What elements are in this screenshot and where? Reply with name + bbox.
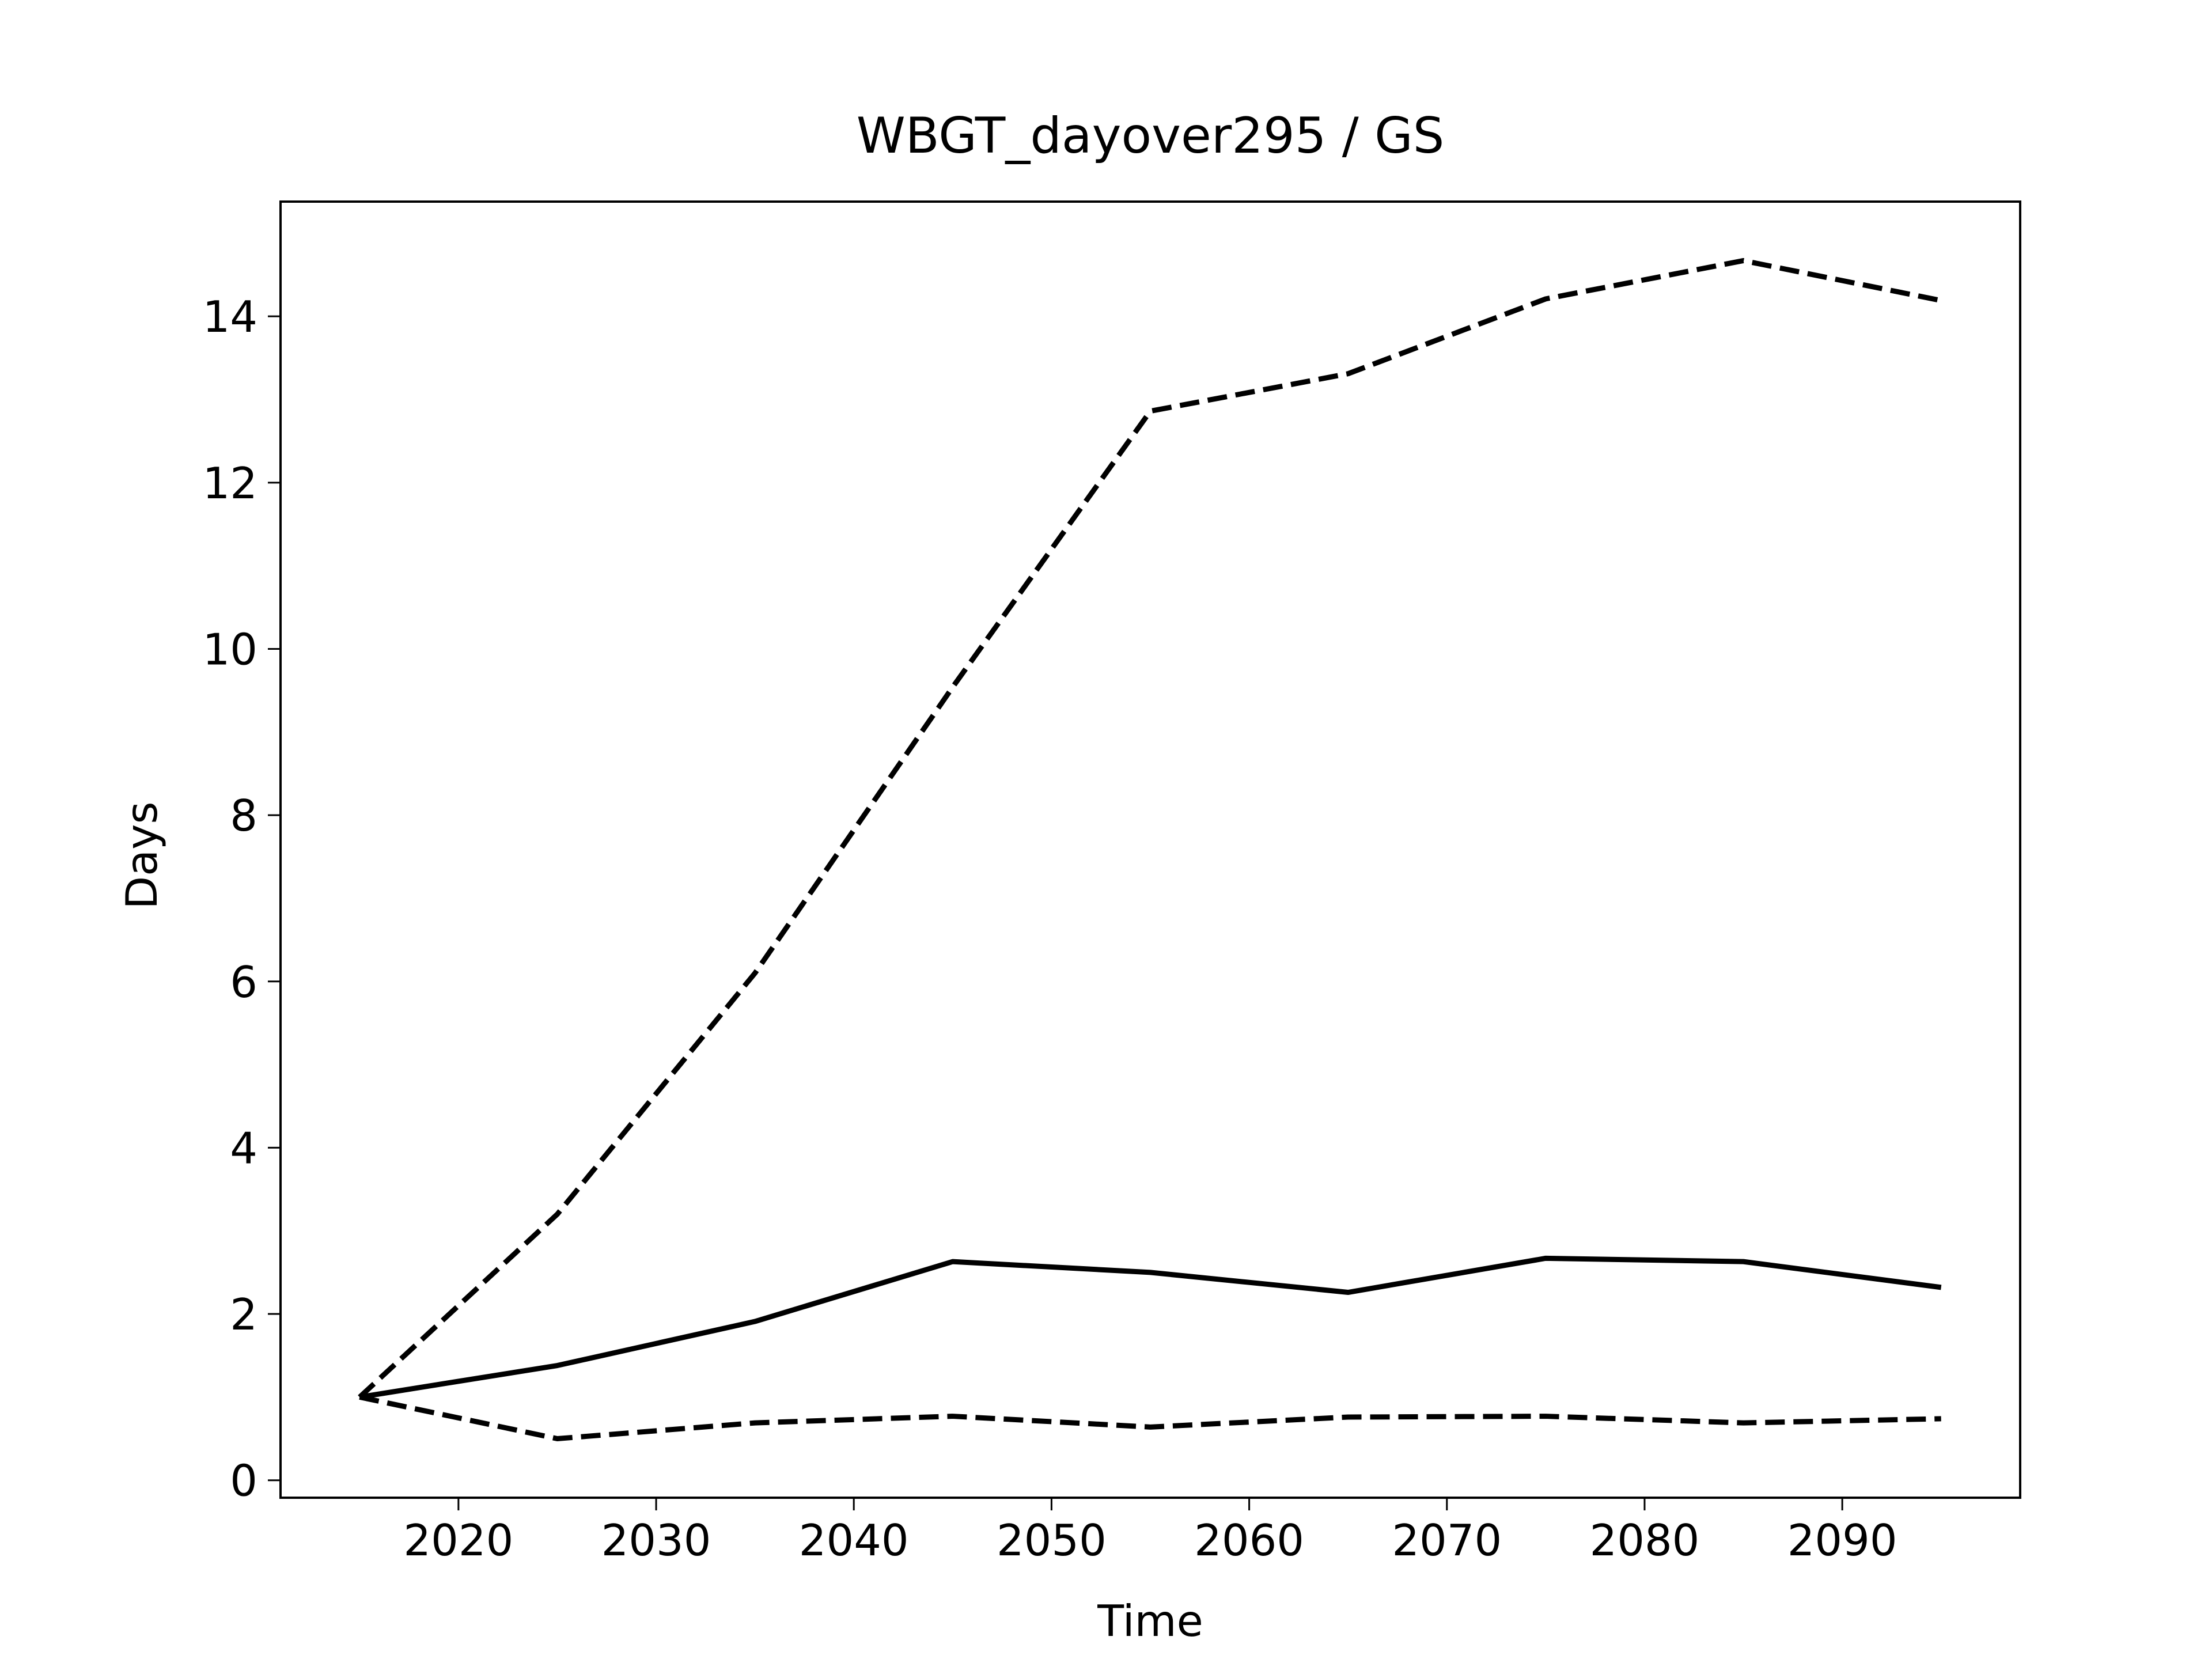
- x-tick-label: 2060: [1194, 1515, 1304, 1566]
- x-tick-label: 2020: [403, 1515, 513, 1566]
- x-tick-label: 2040: [799, 1515, 909, 1566]
- y-tick-label: 14: [203, 291, 257, 342]
- x-tick-label: 2080: [1590, 1515, 1700, 1566]
- y-tick-label: 0: [230, 1456, 257, 1506]
- x-tick-label: 2070: [1392, 1515, 1502, 1566]
- y-tick-label: 8: [230, 790, 257, 841]
- x-tick-label: 2050: [997, 1515, 1107, 1566]
- y-tick-label: 6: [230, 957, 257, 1007]
- y-tick-label: 12: [203, 458, 257, 509]
- y-tick-label: 2: [230, 1289, 257, 1340]
- plot-frame: [279, 200, 2021, 1499]
- x-tick-label: 2090: [1787, 1515, 1897, 1566]
- y-axis-label: Days: [116, 801, 167, 909]
- data-line: [359, 1394, 1941, 1442]
- x-tick-label: 2030: [601, 1515, 711, 1566]
- x-axis-label: Time: [1097, 1596, 1203, 1646]
- data-line: [359, 1255, 1942, 1400]
- chart-title: WBGT_dayover295 / GS: [857, 107, 1445, 165]
- y-tick-label: 10: [203, 624, 257, 675]
- y-tick-label: 4: [230, 1123, 257, 1173]
- data-line: [358, 257, 1942, 1399]
